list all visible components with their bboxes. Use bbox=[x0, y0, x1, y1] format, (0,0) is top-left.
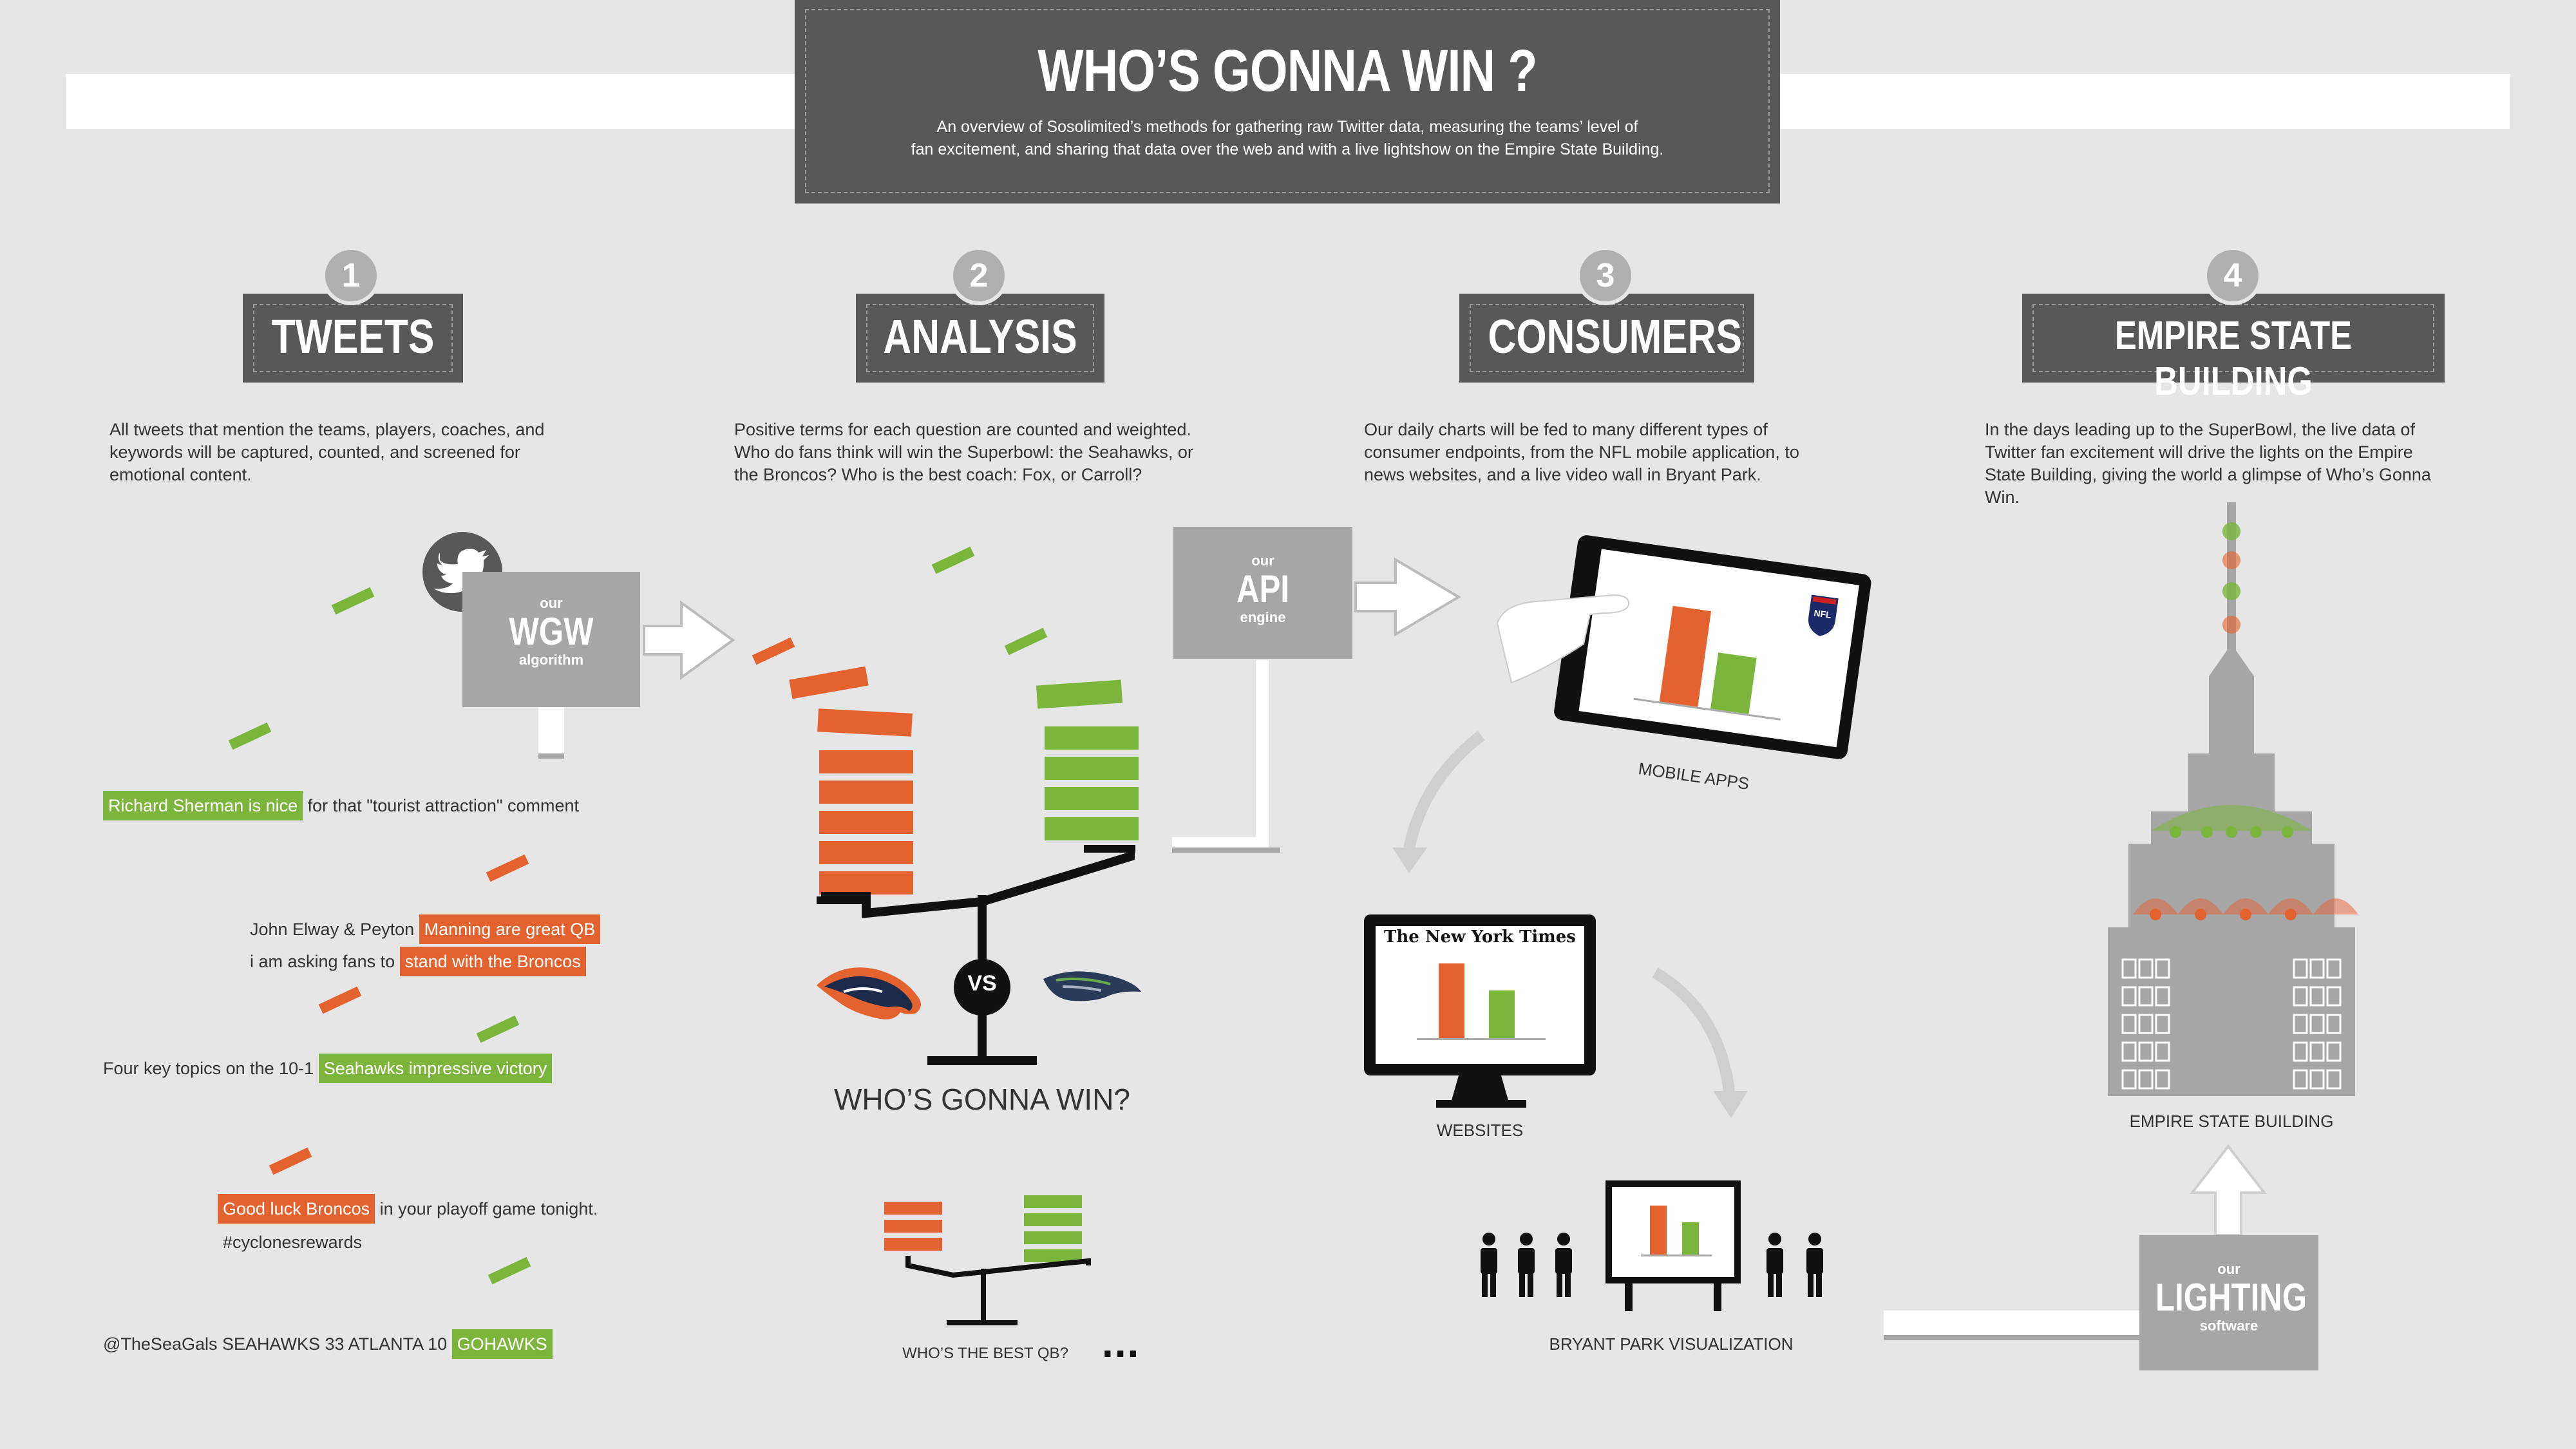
question-main: WHO’S GONNA WIN? bbox=[833, 1083, 1131, 1116]
lighting-label-bottom: software bbox=[2199, 1318, 2259, 1334]
step-4-number: 4 bbox=[2203, 246, 2262, 305]
nfl-shield-icon: NFL bbox=[1806, 593, 1840, 638]
wgw-label-bottom: algorithm bbox=[518, 652, 584, 668]
empire-state-label: EMPIRE STATE BUILDING bbox=[2129, 1112, 2334, 1131]
bryant-park-label: BRYANT PARK VISUALIZATION bbox=[1549, 1334, 1794, 1354]
bryant-park-screen-icon bbox=[1605, 1180, 1741, 1311]
subtitle-line-2: fan excitement, and sharing that data ov… bbox=[911, 140, 1664, 158]
seahawks-logo-icon bbox=[1043, 971, 1141, 1001]
tweet-5: @TheSeaGals SEAHAWKS 33 ATLANTA 10 GOHAW… bbox=[103, 1329, 553, 1359]
step-3-description: Our daily charts will be fed to many dif… bbox=[1364, 420, 1799, 484]
tweet-5-highlight: GOHAWKS bbox=[451, 1329, 553, 1359]
step-1-number: 1 bbox=[321, 246, 381, 305]
tweet-4-text: in your playoff game tonight. bbox=[375, 1199, 598, 1218]
step-2-label: ANALYSIS bbox=[883, 310, 1077, 363]
subtitle-line-1: An overview of Sosolimited’s methods for… bbox=[936, 118, 1638, 136]
wgw-stem bbox=[538, 707, 564, 759]
wgw-algorithm-box: our WGW algorithm bbox=[462, 572, 640, 707]
broncos-logo-icon bbox=[817, 967, 921, 1019]
step-2-header: ANALYSIS bbox=[858, 296, 1102, 380]
step-1-description: All tweets that mention the teams, playe… bbox=[109, 420, 545, 484]
hand-icon bbox=[1496, 594, 1630, 684]
step-4-header: EMPIRE STATE BUILDING bbox=[2025, 296, 2442, 404]
page-title: WHO’S GONNA WIN ? bbox=[1037, 38, 1537, 104]
step-2-description: Positive terms for each question are cou… bbox=[734, 420, 1193, 484]
lighting-software-box: our LIGHTING software bbox=[2139, 1235, 2318, 1370]
tweet-4-highlight: Good luck Broncos bbox=[218, 1194, 375, 1224]
tweet-1-text: for that "tourist attraction" comment bbox=[303, 796, 579, 815]
tweet-2-text: John Elway & Peyton bbox=[250, 920, 419, 939]
tablet-icon: NFL bbox=[1554, 535, 1871, 759]
tweet-3-text: Four key topics on the 10-1 bbox=[103, 1059, 319, 1078]
step-3-label: CONSUMERS bbox=[1488, 310, 1742, 363]
up-arrow-icon bbox=[2189, 1144, 2268, 1236]
websites-label: WEBSITES bbox=[1436, 1121, 1524, 1140]
page-subtitle: An overview of Sosolimited’s methods for… bbox=[889, 116, 1686, 161]
step-3-header: CONSUMERS bbox=[1462, 296, 1752, 380]
ellipsis: ... bbox=[1101, 1327, 1140, 1365]
tweet-2-highlight: Manning are great QB bbox=[419, 914, 601, 944]
wgw-label-top: our bbox=[540, 595, 563, 611]
monitor-icon bbox=[1364, 914, 1596, 1108]
tweet-1: Richard Sherman is nice for that "touris… bbox=[103, 791, 579, 820]
api-label: API bbox=[1236, 567, 1290, 611]
balance-scale-small bbox=[884, 1195, 1091, 1325]
title-panel bbox=[795, 0, 1780, 204]
tweet-4: Good luck Broncos in your playoff game t… bbox=[218, 1194, 598, 1224]
vs-label: VS bbox=[967, 971, 997, 996]
api-connector bbox=[1172, 660, 1269, 851]
question-small: WHO’S THE BEST QB? bbox=[902, 1345, 1068, 1362]
api-arrow-icon bbox=[1354, 557, 1461, 637]
tweet-1-highlight: Richard Sherman is nice bbox=[103, 791, 303, 820]
arrow-icon bbox=[1392, 848, 1427, 873]
lighting-label: LIGHTING bbox=[2155, 1276, 2307, 1319]
lighting-label-top: our bbox=[2217, 1261, 2240, 1277]
tweet-5-text: @TheSeaGals SEAHAWKS 33 ATLANTA 10 bbox=[103, 1334, 452, 1354]
step-3-number: 3 bbox=[1576, 246, 1635, 305]
tweet-3: Four key topics on the 10-1 Seahawks imp… bbox=[103, 1054, 553, 1083]
title-panel-border bbox=[805, 9, 1770, 193]
floating-dashes bbox=[228, 546, 1048, 1285]
tweet-2: John Elway & Peyton Manning are great QB bbox=[250, 914, 601, 944]
tweet-2b-text: i am asking fans to bbox=[250, 952, 400, 971]
tweet-3-highlight: Seahawks impressive victory bbox=[318, 1054, 553, 1083]
api-engine-box: our API engine bbox=[1173, 527, 1352, 659]
api-label-top: our bbox=[1251, 553, 1274, 569]
tweet-2b: i am asking fans to stand with the Bronc… bbox=[250, 947, 586, 976]
svg-text:NFL: NFL bbox=[1814, 607, 1833, 620]
api-label-bottom: engine bbox=[1240, 609, 1286, 625]
tweet-2b-highlight: stand with the Broncos bbox=[399, 947, 586, 976]
step-1-header: TWEETS bbox=[245, 296, 460, 380]
step-2-number: 2 bbox=[949, 246, 1009, 305]
balance-scale-main bbox=[789, 666, 1139, 1065]
people-icon bbox=[1481, 1233, 1823, 1297]
tweet-4-hashtag: #cyclonesrewards bbox=[223, 1233, 363, 1252]
step-1-label: TWEETS bbox=[271, 310, 435, 363]
wgw-label: WGW bbox=[509, 610, 594, 653]
step-4-description: In the days leading up to the SuperBowl,… bbox=[1985, 420, 2431, 507]
arrow-icon bbox=[643, 600, 735, 680]
lighting-connector bbox=[1884, 1311, 2141, 1339]
empire-state-building-icon bbox=[2108, 502, 2358, 1096]
arrow-icon bbox=[1713, 1091, 1748, 1118]
nyt-masthead: The New York Times bbox=[1384, 927, 1576, 947]
step-4-label: EMPIRE STATE BUILDING bbox=[2114, 314, 2353, 404]
